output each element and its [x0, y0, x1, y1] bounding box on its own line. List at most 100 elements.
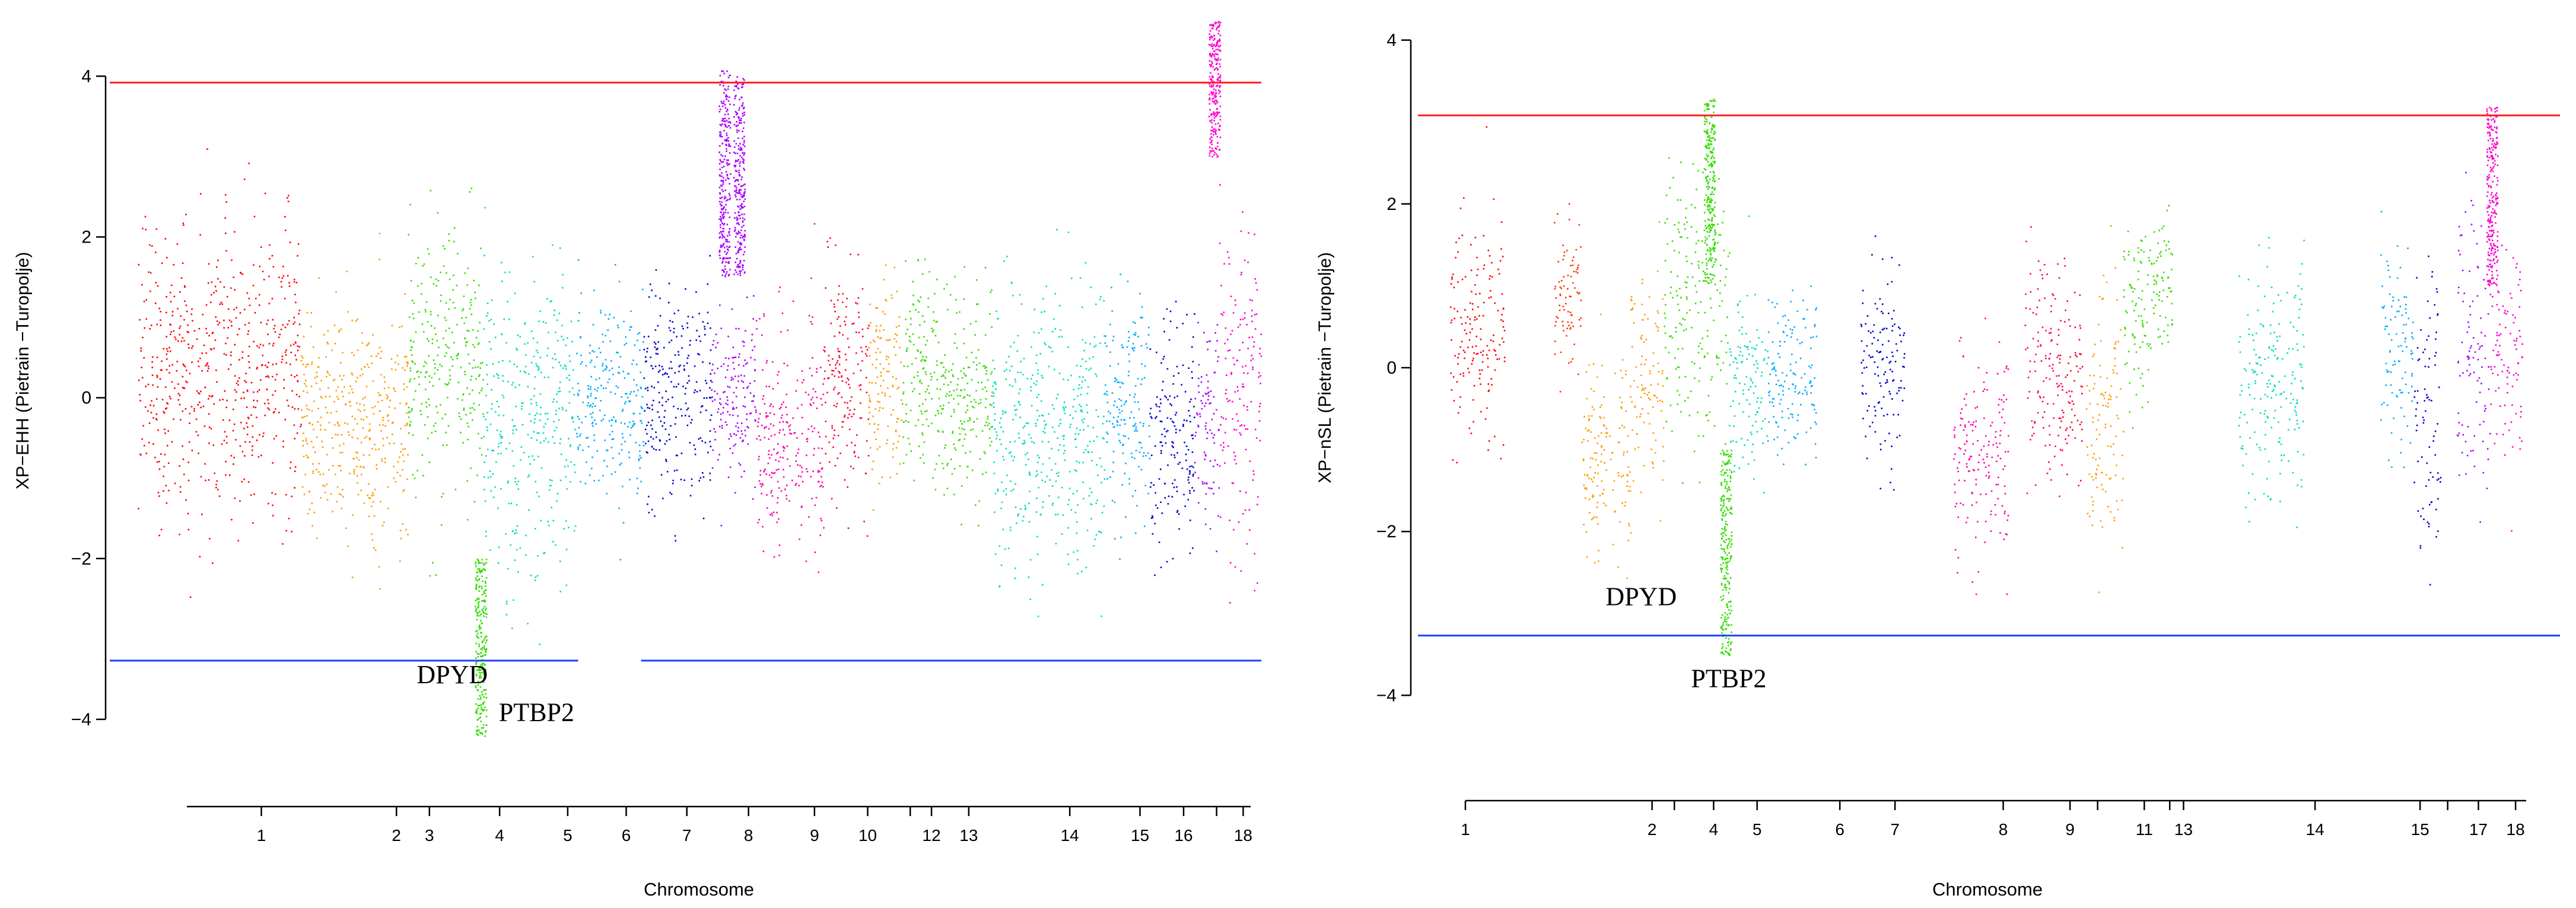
xp-ehh-y-axis-label: XP−EHH (Pietrain −Turopolje): [13, 252, 33, 490]
chromosome-5-points: [482, 206, 577, 645]
y-tick-label: −2: [1376, 522, 1397, 541]
x-tick-label: 10: [858, 826, 877, 845]
chromosome-18-points: [2489, 186, 2523, 532]
xp-nsl-y-axis: −4 −2 0 2 4: [1376, 31, 1412, 705]
gene-annotation: DPYD: [416, 660, 488, 689]
x-tick-label: 4: [1709, 820, 1719, 839]
xp-nsl-x-axis: 1 2 4 5 6 7 8 9 11 13 14 15 17 18: [1461, 799, 2526, 839]
y-tick-label: −4: [1376, 686, 1397, 705]
xp-ehh-x-axis-label: Chromosome: [644, 879, 754, 900]
y-tick-label: 2: [1386, 195, 1397, 214]
gene-annotation: DPYD: [1605, 582, 1677, 611]
x-tick-label: 13: [959, 826, 978, 845]
chromosome-12-points: [2123, 230, 2152, 429]
chromosome-6-points: [576, 259, 645, 561]
chromosome-15-points: [1104, 273, 1151, 560]
chromosome-3-points: [1630, 221, 1665, 522]
peak-cluster: [718, 70, 732, 278]
chromosome-18-points: [1219, 184, 1262, 604]
y-tick-label: 2: [81, 228, 91, 247]
gene-annotation: PTBP2: [499, 698, 574, 727]
chromosome-1-points: [1450, 126, 1506, 464]
y-tick-label: −2: [71, 549, 91, 569]
x-tick-label: 1: [257, 826, 266, 845]
peak-cluster: [1703, 98, 1716, 284]
chromosome-7-points: [643, 254, 713, 542]
chromosome-12-points: [901, 258, 937, 490]
x-tick-label: 4: [495, 826, 504, 845]
chromosome-17-points: [1194, 321, 1220, 552]
xp-ehh-annotations: DPYD PTBP2: [416, 660, 574, 727]
y-tick-label: −4: [71, 710, 91, 729]
xp-nsl-x-axis-label: Chromosome: [1932, 879, 2043, 900]
chromosome-3-points: [365, 232, 409, 590]
chromosome-9-points: [2024, 226, 2059, 495]
chromosome-1b-points: [1554, 203, 1582, 393]
chromosome-10-points: [823, 237, 870, 537]
peak-cluster: [2486, 107, 2499, 286]
chromosome-7-points: [1860, 235, 1906, 491]
x-tick-label: 14: [2306, 820, 2324, 839]
y-tick-label: 0: [81, 388, 91, 408]
chromosome-13-points: [936, 266, 993, 527]
x-tick-label: 9: [810, 826, 819, 845]
chromosome-4-points: [408, 187, 484, 577]
x-tick-label: 1: [1461, 820, 1470, 839]
x-tick-label: 9: [2065, 820, 2075, 839]
x-tick-label: 11: [2136, 820, 2153, 839]
x-tick-label: 8: [744, 826, 753, 845]
chromosome-14-points: [991, 228, 1106, 617]
x-tick-label: 2: [392, 826, 401, 845]
x-tick-label: 13: [2174, 820, 2193, 839]
chromosome-17-points: [2456, 171, 2491, 523]
xp-nsl-y-axis-label: XP−nSL (Pietrain −Turopolje): [1315, 252, 1335, 483]
chromosome-9-points: [755, 223, 825, 574]
peak-cluster: [733, 76, 746, 276]
x-tick-label: 18: [1234, 826, 1252, 845]
chromosome-16-points: [2413, 255, 2442, 586]
x-tick-label: 15: [2411, 820, 2429, 839]
xp-nsl-points: [1450, 98, 2523, 656]
x-tick-label: 14: [1061, 826, 1079, 845]
x-tick-label: 17: [2469, 820, 2488, 839]
chromosome-11-points: [2085, 225, 2125, 594]
x-tick-label: 15: [1131, 826, 1149, 845]
y-tick-label: 0: [1386, 358, 1397, 378]
x-tick-label: 16: [1174, 826, 1192, 845]
x-tick-label: 7: [682, 826, 692, 845]
chromosome-4-points: [1664, 147, 1731, 492]
xp-ehh-points: [138, 21, 1262, 737]
xp-ehh-y-axis: −4 −2 0 2 4: [71, 66, 107, 729]
y-tick-label: 4: [81, 66, 91, 86]
chromosome-2-points: [300, 270, 366, 578]
chromosome-2-points: [1581, 313, 1632, 579]
x-tick-label: 6: [622, 826, 631, 845]
xp-ehh-x-axis: 1 2 3 4 5 6 7 8 9 10 12 13 14 15 16 18: [187, 805, 1252, 845]
chromosome-8-points: [711, 234, 757, 527]
chromosome-13-points: [2151, 205, 2173, 345]
x-tick-label: 5: [563, 826, 573, 845]
xp-nsl-panel: −4 −2 0 2 4 1 2 4 5 6 7 8 9 11 13 14 15 17 18 DPYD PTBP2 X…: [1315, 31, 2560, 900]
x-tick-label: 3: [425, 826, 434, 845]
chromosome-1-points: [138, 148, 302, 598]
x-tick-label: 8: [1999, 820, 2008, 839]
chromosome-6-points: [1767, 285, 1818, 466]
x-tick-label: 12: [923, 826, 941, 845]
x-tick-label: 2: [1648, 820, 1657, 839]
x-tick-label: 7: [1890, 820, 1900, 839]
chromosome-5-points: [1728, 215, 1769, 493]
x-tick-label: 6: [1835, 820, 1844, 839]
chromosome-16-points: [1149, 301, 1195, 576]
xp-nsl-annotations: DPYD PTBP2: [1605, 582, 1766, 693]
chromosome-14-points: [2238, 237, 2305, 528]
peak-cluster: [1209, 21, 1222, 158]
y-tick-label: 4: [1386, 31, 1397, 50]
chromosome-10-points: [2057, 257, 2084, 498]
gene-annotation: PTBP2: [1691, 664, 1766, 693]
peak-cluster: [1720, 450, 1733, 656]
x-tick-label: 18: [2507, 820, 2525, 839]
x-tick-label: 5: [1753, 820, 1762, 839]
chromosome-15-points: [2380, 211, 2414, 469]
